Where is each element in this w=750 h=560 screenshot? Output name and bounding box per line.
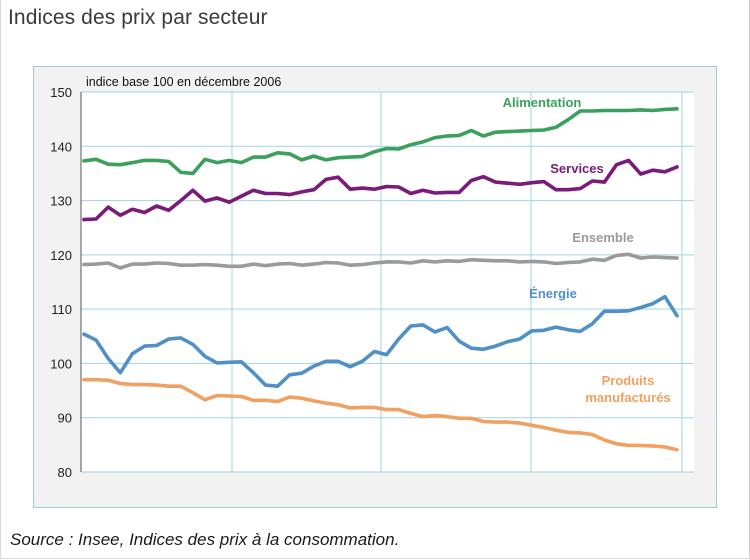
series-line	[82, 377, 679, 452]
y-tick-label: 150	[50, 85, 72, 100]
y-tick-label: 90	[58, 411, 72, 426]
line-chart: 80 90 100 110 120 130 140 150 indice base 100 en…	[50, 75, 694, 480]
series-label: Énergie	[529, 286, 577, 301]
y-tick-label: 80	[58, 465, 72, 480]
series-label: Services	[550, 161, 604, 176]
chart-subtitle: indice base 100 en décembre 2006	[86, 75, 281, 89]
y-tick-label: 110	[51, 302, 72, 317]
series-label: Alimentation	[503, 95, 582, 110]
y-tick-label: 120	[50, 248, 72, 263]
series-line	[82, 294, 679, 389]
chart-panel: 80 90 100 110 120 130 140 150 indice base 100 en…	[33, 66, 717, 508]
series-line	[82, 252, 679, 270]
y-tick-label: 100	[50, 356, 72, 371]
y-tick-label: 130	[50, 194, 72, 209]
source-note: Source : Insee, Indices des prix à la co…	[10, 530, 400, 549]
series-label: Ensemble	[572, 230, 633, 245]
y-tick-label: 140	[50, 139, 72, 154]
series-line	[82, 158, 679, 222]
series-line	[82, 106, 679, 176]
series-label: Produits manufacturés	[585, 373, 670, 405]
page-title: Indices des prix par secteur	[8, 6, 268, 29]
